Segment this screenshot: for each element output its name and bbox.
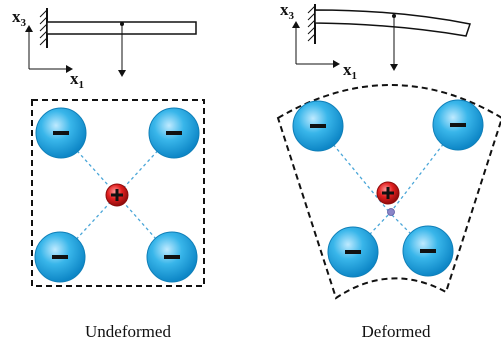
caption-deformed: Deformed (361, 322, 431, 341)
anion-top-left (35, 107, 87, 159)
anion-bottom-right (146, 231, 198, 283)
undeformed-beam-sketch: x3 x1 (12, 7, 197, 91)
axis-x3-arrowhead-deformed (292, 21, 300, 28)
label-x3: x3 (12, 7, 27, 29)
anion-top-right-deformed (432, 99, 484, 151)
load-arrowhead-deformed (390, 64, 398, 71)
anion-top-right (148, 107, 200, 159)
undeformed-cell-boundary (31, 99, 205, 287)
label-x3-deformed: x3 (280, 0, 295, 22)
anion-bottom-left (34, 231, 86, 283)
deformed-cell (276, 84, 501, 300)
bent-beam (314, 9, 471, 37)
deformed-cell-boundary (276, 84, 501, 300)
anion-bottom-left-deformed (327, 226, 379, 278)
wall-hatch-deformed (307, 5, 316, 42)
axis-x1-arrowhead-deformed (333, 60, 340, 68)
undeformed-cell (31, 99, 205, 287)
load-arrowhead (118, 70, 126, 77)
anion-bottom-right-deformed (402, 225, 454, 277)
label-x1-deformed: x1 (343, 60, 357, 82)
axis-x3-arrowhead (25, 25, 33, 32)
wall-hatch (39, 9, 48, 46)
anion-top-left-deformed (292, 100, 344, 152)
axis-x1-arrowhead (66, 65, 73, 73)
cation-displaced (376, 181, 400, 205)
cation-center (105, 183, 129, 207)
caption-undeformed: Undeformed (85, 322, 171, 341)
deformed-beam-sketch: x3 x1 (280, 0, 471, 82)
label-x1: x1 (70, 69, 84, 91)
original-center-marker (387, 208, 395, 216)
